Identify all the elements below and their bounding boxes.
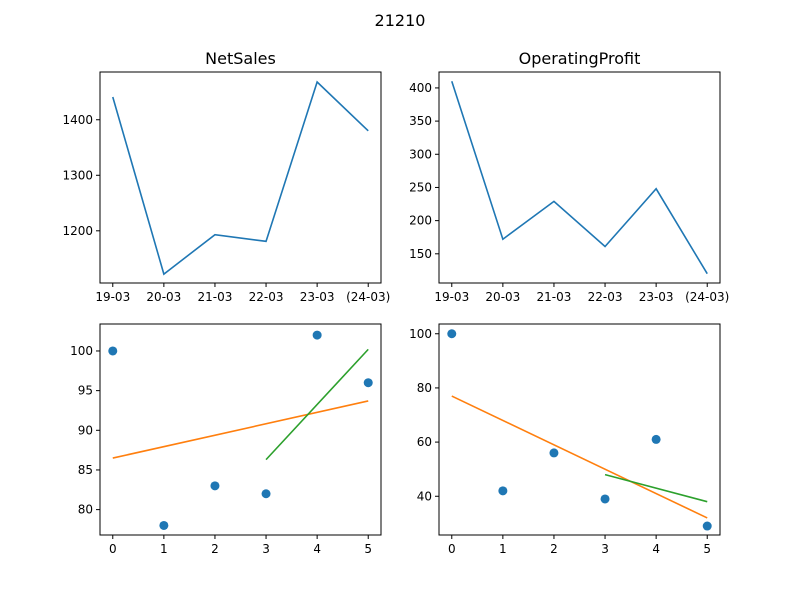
y-tick-label: 1300 xyxy=(62,168,93,182)
data-point xyxy=(108,346,118,356)
trend-line-recent xyxy=(265,348,369,461)
x-tick-label: 0 xyxy=(109,542,117,556)
x-tick-label: 0 xyxy=(448,542,456,556)
data-point xyxy=(312,330,322,340)
data-point xyxy=(447,329,457,339)
x-tick-label: 3 xyxy=(601,542,609,556)
x-tick-label: 22-03 xyxy=(588,290,623,304)
y-tick-label: 85 xyxy=(78,463,93,477)
data-point xyxy=(261,489,271,499)
data-point xyxy=(210,481,220,491)
x-tick-label: 23-03 xyxy=(639,290,674,304)
x-tick-label: 21-03 xyxy=(198,290,233,304)
x-tick-label: 19-03 xyxy=(434,290,469,304)
x-tick-label: 23-03 xyxy=(300,290,335,304)
data-point xyxy=(363,378,373,388)
x-tick-label: 4 xyxy=(652,542,660,556)
chart-title: OperatingProfit xyxy=(519,49,641,68)
plot-frame xyxy=(438,71,721,284)
data-point xyxy=(549,448,559,458)
y-tick-label: 1200 xyxy=(62,224,93,238)
y-tick-label: 1400 xyxy=(62,113,93,127)
plot-frame xyxy=(438,323,721,536)
chart-netsales: NetSales 19-03 20-03 21-03 22-03 23-03 (24-03… xyxy=(62,49,390,304)
trend-line-full xyxy=(451,395,708,519)
y-tick-label: 60 xyxy=(417,435,432,449)
trend-line-full xyxy=(112,400,369,459)
x-tick-label: 4 xyxy=(313,542,321,556)
chart-scatter-left: 0 1 2 3 4 5 80 85 90 95 100 xyxy=(70,323,382,556)
y-tick-label: 150 xyxy=(409,247,432,261)
plot-frame xyxy=(99,71,382,284)
x-tick-label: 19-03 xyxy=(95,290,130,304)
x-tick-label: 3 xyxy=(262,542,270,556)
plot-frame xyxy=(99,323,382,536)
x-tick-label: 21-03 xyxy=(537,290,572,304)
trend-line-recent xyxy=(604,473,708,503)
y-tick-label: 80 xyxy=(417,381,432,395)
y-tick-label: 40 xyxy=(417,489,432,503)
figure-title: 21210 xyxy=(375,11,426,30)
chart-scatter-right: 0 1 2 3 4 5 40 60 80 100 xyxy=(409,323,721,556)
data-point xyxy=(498,486,508,496)
data-point xyxy=(651,434,661,444)
y-tick-label: 80 xyxy=(78,503,93,517)
x-tick-label: 20-03 xyxy=(146,290,181,304)
x-tick-label: (24-03) xyxy=(685,290,729,304)
x-tick-label: 1 xyxy=(160,542,168,556)
x-tick-label: 2 xyxy=(211,542,219,556)
series-line xyxy=(451,81,708,275)
x-tick-label: 5 xyxy=(364,542,372,556)
y-tick-label: 200 xyxy=(409,214,432,228)
y-tick-label: 90 xyxy=(78,423,93,437)
y-tick-label: 250 xyxy=(409,180,432,194)
x-tick-label: 20-03 xyxy=(485,290,520,304)
x-tick-label: 5 xyxy=(703,542,711,556)
chart-title: NetSales xyxy=(205,49,276,68)
y-tick-label: 100 xyxy=(409,327,432,341)
y-tick-label: 350 xyxy=(409,114,432,128)
chart-operatingprofit: OperatingProfit 19-03 20-03 21-03 22-03 23-0… xyxy=(409,49,729,304)
data-point xyxy=(600,494,610,504)
x-tick-label: 1 xyxy=(499,542,507,556)
y-tick-label: 100 xyxy=(70,344,93,358)
x-tick-label: 2 xyxy=(550,542,558,556)
data-point xyxy=(702,521,712,531)
data-point xyxy=(159,520,169,530)
y-tick-label: 300 xyxy=(409,147,432,161)
x-tick-label: 22-03 xyxy=(249,290,284,304)
series-line xyxy=(112,80,369,276)
y-tick-label: 95 xyxy=(78,384,93,398)
y-tick-label: 400 xyxy=(409,81,432,95)
x-tick-label: (24-03) xyxy=(346,290,390,304)
